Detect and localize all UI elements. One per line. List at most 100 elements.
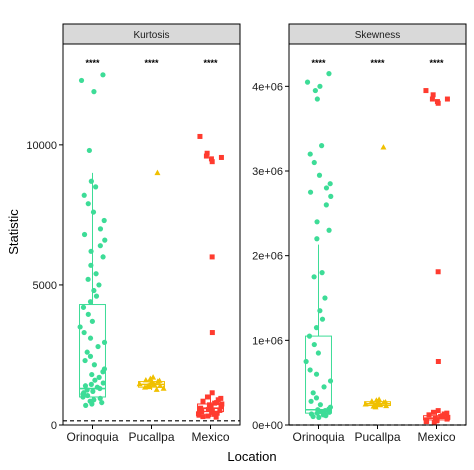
data-point — [307, 367, 313, 373]
data-point — [100, 72, 106, 78]
data-point — [444, 410, 450, 416]
x-tick-label: Mexico — [417, 430, 455, 444]
data-point — [91, 362, 97, 368]
data-point — [100, 254, 106, 260]
data-point — [218, 154, 224, 160]
data-point — [323, 413, 329, 419]
data-point — [430, 409, 436, 415]
data-point — [328, 193, 334, 199]
data-point — [197, 406, 203, 412]
y-tick-label: 2e+06 — [252, 251, 283, 263]
series-pucallpa — [362, 144, 390, 410]
data-point — [80, 304, 87, 310]
data-point — [322, 408, 328, 414]
data-point — [319, 316, 326, 322]
data-point — [310, 390, 316, 396]
data-point — [87, 335, 94, 341]
data-point — [377, 401, 384, 408]
x-tick-label: Orinoquia — [66, 430, 118, 444]
data-point — [319, 143, 325, 149]
series-orinoquia — [303, 71, 334, 420]
data-point — [444, 416, 450, 422]
data-point — [383, 402, 390, 409]
data-point — [313, 395, 320, 401]
data-point — [426, 412, 432, 418]
data-point — [154, 169, 161, 176]
data-point — [319, 270, 325, 276]
data-point — [157, 382, 164, 388]
data-point — [303, 358, 309, 365]
data-point — [362, 401, 369, 407]
data-point — [82, 357, 88, 364]
data-point — [88, 178, 94, 184]
data-point — [435, 100, 441, 106]
data-point — [88, 381, 94, 387]
data-point — [205, 407, 211, 413]
data-point — [86, 147, 92, 154]
data-point — [197, 133, 203, 139]
data-point — [314, 96, 320, 102]
data-point — [97, 385, 103, 392]
data-point — [326, 227, 332, 233]
data-point — [444, 96, 450, 102]
data-point — [217, 407, 223, 413]
y-tick-label: 10000 — [26, 140, 57, 152]
data-point — [81, 231, 88, 238]
data-point — [209, 390, 215, 396]
data-point — [200, 398, 206, 404]
data-point — [215, 397, 221, 403]
data-point — [102, 237, 108, 243]
data-point — [423, 88, 429, 94]
panel-kurtosis: Kurtosis **** **** **** 0 5000 10000 Orinoquia P… — [26, 23, 241, 444]
data-point — [317, 83, 323, 89]
significance-label: **** — [311, 58, 326, 68]
data-point — [316, 414, 322, 420]
data-point — [93, 184, 99, 190]
x-tick-label: Orinoquia — [292, 430, 344, 444]
panel-border — [62, 43, 241, 426]
data-point — [204, 394, 210, 400]
data-point — [212, 400, 218, 406]
data-point — [78, 77, 85, 84]
data-point — [84, 387, 90, 393]
x-axis-label: Location — [227, 449, 276, 464]
data-point — [323, 202, 329, 208]
data-point — [317, 402, 323, 408]
data-point — [93, 271, 99, 277]
boxplot-orinoquia — [305, 244, 332, 417]
data-point — [326, 71, 332, 77]
data-point — [431, 419, 437, 425]
data-point — [209, 330, 215, 336]
y-tick-label: 0 — [51, 420, 57, 432]
x-tick-label: Pucallpa — [128, 430, 174, 444]
panel-title: Kurtosis — [133, 30, 169, 41]
data-point — [146, 383, 153, 390]
data-point — [438, 414, 444, 420]
series-pucallpa — [136, 169, 167, 392]
data-point — [199, 409, 205, 415]
data-point — [85, 276, 91, 282]
data-point — [316, 172, 323, 178]
data-point — [213, 414, 219, 420]
data-point — [101, 339, 108, 345]
panel-skewness: Skewness **** **** **** 0e+00 1e+06 2e+06 3e+06… — [252, 23, 467, 444]
data-point — [307, 189, 314, 195]
data-point — [77, 324, 83, 330]
x-tick-label: Pucallpa — [354, 430, 400, 444]
data-point — [81, 192, 87, 198]
data-point — [430, 92, 436, 98]
x-tick-label: Mexico — [191, 430, 229, 444]
data-point — [204, 150, 210, 156]
data-point — [88, 248, 94, 254]
data-point — [218, 395, 224, 401]
data-point — [100, 369, 106, 375]
data-point — [205, 413, 211, 419]
data-point — [307, 151, 313, 157]
data-point — [80, 394, 86, 400]
data-point — [322, 295, 328, 301]
y-tick-label: 5000 — [33, 280, 57, 292]
data-point — [91, 287, 97, 294]
data-point — [327, 378, 334, 384]
data-point — [87, 353, 94, 359]
